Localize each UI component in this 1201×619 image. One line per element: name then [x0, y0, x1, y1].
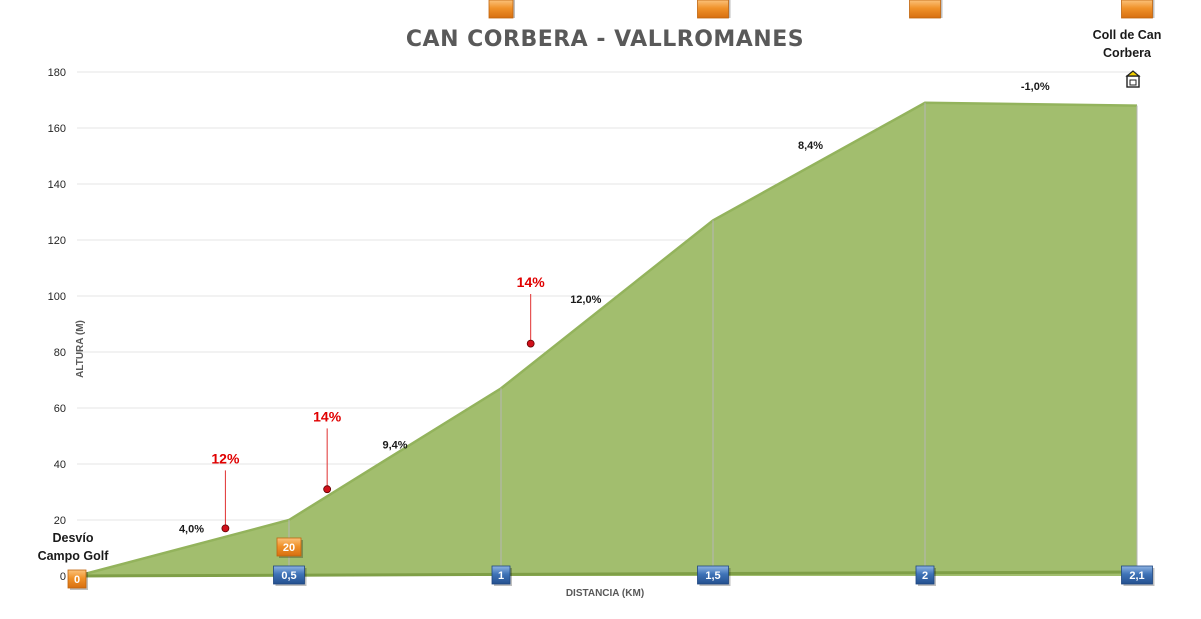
altitude-badge-box	[488, 0, 514, 19]
distance-badge-text: 2	[922, 570, 928, 582]
altitude-badge-box	[697, 0, 729, 19]
value-badges: 0,5 1 1,5 2 2,1 0 20 67 127 169 168	[67, 0, 1155, 590]
distance-badge-box	[491, 565, 511, 585]
distance-badge-box	[915, 565, 935, 585]
end-location-label: Corbera	[1103, 46, 1152, 60]
distance-badge: 0,5	[273, 565, 307, 586]
summit-icon-window	[1129, 79, 1137, 86]
altitude-badge-text: 20	[283, 542, 295, 554]
elevation-area	[77, 102, 1137, 577]
max-gradient-point	[221, 524, 230, 533]
distance-badge-box	[1121, 565, 1153, 585]
gridlines	[77, 71, 1137, 521]
altitude-badge-box	[276, 537, 302, 557]
elevation-line	[76, 101, 1138, 578]
distance-badge-text: 0,5	[281, 570, 296, 582]
y-tick-label: 0	[60, 571, 66, 583]
y-tick-label: 20	[54, 515, 66, 527]
y-tick-label: 160	[48, 123, 66, 135]
max-gradient-point	[526, 339, 535, 348]
max-gradient-label: 14%	[313, 408, 342, 424]
distance-gridlines	[288, 102, 1138, 576]
chart-title: CAN CORBERA - VALLROMANES	[406, 27, 804, 52]
altitude-badge: 168	[1121, 0, 1155, 19]
altitude-badge-text: 67	[495, 0, 507, 3]
altitude-badge-text: 127	[704, 0, 722, 3]
max-gradient-label: 14%	[517, 274, 546, 290]
profile-area	[76, 101, 1138, 578]
gradient-label: -1,0%	[1021, 81, 1050, 93]
altitude-badge: 169	[909, 0, 943, 19]
gradient-label: 12,0%	[570, 294, 601, 306]
altitude-badge-text: 0	[74, 574, 80, 586]
distance-badge-text: 2,1	[1129, 570, 1144, 582]
baseline	[76, 570, 1138, 578]
altitude-badge-box	[67, 569, 87, 589]
altitude-badge-text: 169	[916, 0, 934, 3]
altitude-badge-box	[909, 0, 941, 19]
y-tick-label: 120	[48, 235, 66, 247]
distance-badge-box	[697, 565, 729, 585]
altitude-badge-text: 168	[1128, 0, 1146, 3]
max-gradient-point	[323, 485, 332, 494]
y-tick-label: 80	[54, 347, 66, 359]
distance-badge-text: 1,5	[705, 570, 720, 582]
y-tick-label: 180	[48, 67, 66, 79]
summit-icon-roof	[1125, 70, 1141, 77]
y-tick-label: 60	[54, 403, 66, 415]
altitude-badge-box	[1121, 0, 1153, 19]
y-tick-label: 140	[48, 179, 66, 191]
y-axis: 0 20 40 60 80 100 120 140 160 180	[48, 67, 66, 583]
distance-badge: 1,5	[697, 565, 731, 586]
altitude-badge: 0	[67, 569, 88, 590]
gradient-label: 9,4%	[382, 439, 407, 451]
start-location-label: Campo Golf	[38, 549, 110, 563]
altitude-badge: 67	[488, 0, 515, 19]
altitude-badge: 20	[276, 537, 303, 558]
distance-badge: 2,1	[1121, 565, 1155, 586]
distance-badge-box	[273, 565, 305, 585]
distance-badge: 2	[915, 565, 936, 586]
y-tick-label: 100	[48, 291, 66, 303]
distance-badge: 1	[491, 565, 512, 586]
altitude-badge: 127	[697, 0, 731, 19]
summit-icon	[1125, 70, 1141, 88]
distance-badge-text: 1	[498, 570, 504, 582]
end-location-label: Coll de Can	[1093, 28, 1162, 42]
y-axis-title: ALTURA (M)	[75, 320, 86, 378]
gradient-label: 8,4%	[798, 140, 823, 152]
max-gradient-label: 12%	[211, 450, 240, 466]
gradient-label: 4,0%	[179, 523, 204, 535]
x-axis-title: DISTANCIA (KM)	[566, 588, 644, 599]
start-location-label: Desvío	[53, 531, 94, 545]
annotations: 4,0% 9,4% 12,0% 8,4% -1,0% 12% 14% 14% Desvío Cam…	[38, 28, 1162, 563]
y-tick-label: 40	[54, 459, 66, 471]
